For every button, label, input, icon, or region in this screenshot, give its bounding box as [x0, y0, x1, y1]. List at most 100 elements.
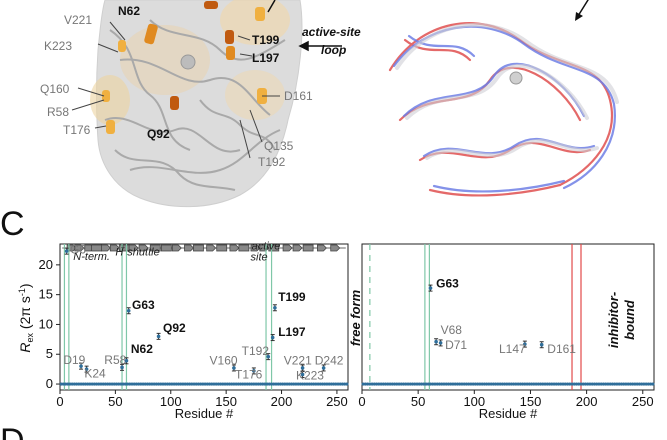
baseline-point: [487, 382, 491, 386]
baseline-point: [214, 382, 218, 386]
baseline-point: [529, 382, 534, 386]
baseline-point: [633, 382, 637, 386]
baseline-point: [176, 382, 181, 386]
baseline-point: [296, 382, 300, 386]
x-tick-label: 100: [160, 394, 182, 409]
baseline-point: [332, 382, 336, 386]
baseline-point: [631, 382, 635, 386]
baseline-point: [254, 382, 258, 386]
point-label: D161: [547, 342, 576, 356]
zinc-ion: [180, 54, 196, 70]
baseline-point: [622, 382, 626, 386]
baseline-point: [507, 382, 511, 386]
baseline-point: [485, 382, 489, 386]
baseline-point: [230, 382, 234, 386]
baseline-point: [143, 382, 147, 386]
baseline-point: [183, 382, 187, 386]
baseline-point: [543, 382, 547, 386]
baseline-point: [478, 382, 482, 386]
baseline-point: [101, 382, 105, 386]
x-tick-label: 100: [463, 394, 485, 409]
ss-helix: [238, 244, 250, 252]
label-k223: K223: [44, 39, 72, 53]
baseline-point: [59, 382, 63, 386]
baseline-point: [574, 382, 579, 386]
baseline-point: [446, 382, 451, 386]
baseline-point: [552, 382, 556, 386]
marker: [252, 369, 256, 373]
point-label: R58: [104, 353, 126, 367]
baseline-point: [148, 382, 152, 386]
baseline-point: [196, 382, 201, 386]
baseline-point: [207, 382, 212, 386]
baseline-point: [392, 382, 397, 386]
baseline-point: [534, 382, 538, 386]
baseline-point: [132, 382, 136, 386]
baseline-point: [212, 382, 216, 386]
baseline-point: [278, 382, 283, 386]
plot-frame: [361, 243, 655, 391]
baseline-point: [368, 382, 372, 386]
baseline-point: [106, 382, 110, 386]
baseline-point: [550, 382, 554, 386]
baseline-point: [406, 382, 410, 386]
point-v160: V160: [210, 353, 238, 372]
baseline-point: [624, 382, 628, 386]
baseline-point: [261, 382, 265, 386]
baseline-point: [527, 382, 531, 386]
baseline-point: [363, 382, 367, 386]
baseline-point: [608, 382, 612, 386]
baseline-point: [156, 382, 161, 386]
region-label-nterm: N-term.: [73, 251, 110, 263]
x-tick-label: 50: [108, 394, 122, 409]
baseline-point: [94, 382, 99, 386]
point-label: V221: [284, 353, 312, 367]
baseline-point: [635, 382, 639, 386]
baseline-point: [590, 382, 594, 386]
baseline-point: [205, 382, 209, 386]
baseline-point: [619, 382, 624, 386]
baseline-point: [379, 382, 383, 386]
x-tick-label: 150: [520, 394, 542, 409]
baseline-point: [190, 382, 194, 386]
baseline-point: [610, 382, 615, 386]
baseline-point: [172, 382, 176, 386]
baseline-point: [274, 382, 278, 386]
baseline-point: [281, 382, 285, 386]
baseline-point: [383, 382, 388, 386]
baseline-point: [336, 382, 340, 386]
point-t192: T192: [242, 344, 271, 361]
label-q92: Q92: [147, 127, 170, 141]
secondary-structure-strip: [62, 244, 346, 252]
point-label: N62: [131, 342, 153, 356]
x-tick-label: 200: [576, 394, 598, 409]
point-label: L197: [278, 325, 306, 339]
point-v68: V68: [434, 323, 462, 346]
baseline-point: [314, 382, 318, 386]
marker: [321, 366, 326, 370]
baseline-point: [541, 382, 545, 386]
point-k223: K223: [296, 368, 324, 382]
baseline-point: [70, 382, 74, 386]
baseline-point: [121, 382, 125, 386]
ss-helix: [268, 244, 280, 252]
baseline-point: [440, 382, 444, 386]
region-labels: N-term. H + shuttle active site: [73, 240, 280, 263]
baseline-point: [225, 382, 229, 386]
baseline-point: [449, 382, 453, 386]
baseline-point: [97, 382, 101, 386]
baseline-point: [397, 382, 401, 386]
ss-strand: [171, 244, 182, 252]
point-d161: D161: [539, 341, 576, 356]
baseline-point: [247, 382, 252, 386]
baseline-point: [316, 382, 320, 386]
label-d161: D161: [284, 89, 313, 103]
baseline-point: [592, 382, 597, 386]
baseline-point: [232, 382, 236, 386]
x-tick-label: 150: [215, 394, 237, 409]
marker: [120, 365, 124, 370]
baseline-point: [570, 382, 574, 386]
baseline-point: [305, 382, 309, 386]
baseline-point: [61, 382, 65, 386]
